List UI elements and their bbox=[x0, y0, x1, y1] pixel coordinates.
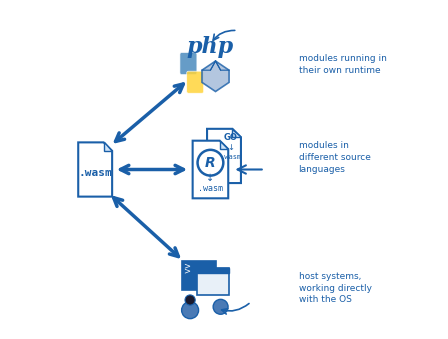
FancyBboxPatch shape bbox=[180, 53, 197, 75]
Text: >: > bbox=[183, 267, 190, 276]
FancyBboxPatch shape bbox=[197, 268, 229, 273]
Text: ↓: ↓ bbox=[207, 173, 215, 183]
Circle shape bbox=[181, 302, 198, 319]
Polygon shape bbox=[78, 142, 112, 197]
Text: modules running in
their own runtime: modules running in their own runtime bbox=[298, 54, 387, 75]
Circle shape bbox=[185, 295, 195, 305]
Circle shape bbox=[213, 299, 228, 314]
Text: host systems,
working directly
with the OS: host systems, working directly with the … bbox=[298, 272, 371, 304]
Text: >: > bbox=[183, 262, 190, 271]
Polygon shape bbox=[202, 61, 229, 92]
Polygon shape bbox=[103, 142, 112, 151]
Polygon shape bbox=[207, 129, 241, 183]
Text: .wasm: .wasm bbox=[78, 168, 112, 178]
Text: R: R bbox=[205, 156, 216, 170]
Text: .wasm: .wasm bbox=[220, 154, 241, 160]
Polygon shape bbox=[220, 141, 228, 149]
Text: .wasm: .wasm bbox=[198, 184, 223, 193]
Text: GO: GO bbox=[224, 133, 238, 142]
Text: modules in
different source
languages: modules in different source languages bbox=[298, 141, 370, 174]
FancyBboxPatch shape bbox=[181, 261, 215, 290]
FancyBboxPatch shape bbox=[187, 71, 204, 93]
Text: ↓: ↓ bbox=[227, 143, 234, 152]
Polygon shape bbox=[193, 141, 228, 198]
FancyBboxPatch shape bbox=[197, 268, 229, 295]
Polygon shape bbox=[233, 129, 241, 137]
Text: php: php bbox=[187, 37, 234, 58]
